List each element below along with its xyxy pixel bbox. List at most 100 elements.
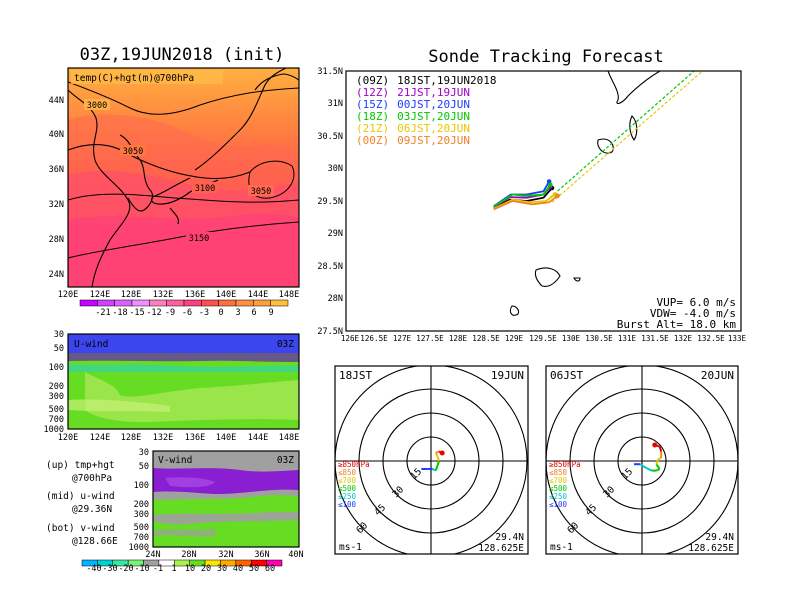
track-lon-tick: 130.5E — [585, 334, 613, 343]
hodo1-lon: 128.625E — [478, 543, 524, 554]
pressure-legend: ≥850hPa ≤850 ≤700 ≤500 ≤250 ≤100 — [338, 460, 370, 509]
track-lon-tick: 129.5E — [529, 334, 557, 343]
wind-cbar-label: -40 — [86, 564, 101, 574]
track-legend: (09Z) 18JST,19JUN2018 (12Z) 21JST,19JUN (1… — [356, 74, 496, 147]
track-lon-tick: 133E — [728, 334, 747, 343]
wind-cbar-label: 50 — [249, 564, 259, 574]
note-mid: (mid) u-wind — [46, 491, 115, 502]
track-series-line — [493, 184, 552, 208]
hodo2-left-label: 06JST — [550, 369, 583, 382]
track-lat-tick: 27.5N — [317, 327, 343, 337]
track-lon-tick: 132E — [674, 334, 693, 343]
hodograph-18jst: 18JST 19JUN 15 30 45 60 ≥850hPa ≤850 ≤70… — [334, 365, 529, 555]
v-wind-panel: V-wind 03Z 30 50 100 200 300 500 700 100… — [129, 448, 304, 560]
balloon-drift-line — [545, 71, 696, 202]
temp-colorbar — [79, 299, 289, 307]
track-endpoint — [547, 182, 553, 188]
note-mid-lat: @29.36N — [72, 504, 112, 515]
hodograph-segment — [655, 459, 659, 465]
hodo2-lat: 29.4N — [705, 532, 734, 543]
temp-colorbar-swatch — [149, 299, 167, 307]
hodo1-unit: ms-1 — [339, 542, 362, 553]
wind-cbar-label: -10 — [134, 564, 149, 574]
track-lon-ticks: 126E 126.5E 127E 127.5E 128E 128.5E 129E… — [341, 334, 747, 343]
init-title: 03Z,19JUN2018 (init) — [80, 45, 285, 65]
wind-cbar-label: -1 — [153, 564, 163, 574]
legend-text: 03JST,20JUN — [397, 110, 470, 123]
lon-tick-140e: 140E — [216, 290, 236, 300]
wind-cbar-label: 20 — [201, 564, 211, 574]
hodograph-segment — [658, 446, 663, 452]
track-lat-tick: 28.5N — [317, 262, 343, 272]
svg-text:(18Z)03JST,20JUN: (18Z) 03JST,20JUN — [356, 110, 470, 123]
plegend-850up: ≥850hPa — [338, 460, 370, 469]
p-tick-500: 500 — [49, 405, 64, 415]
track-lon-tick: 131.5E — [641, 334, 669, 343]
param-burst: Burst Alt= 18.0 km — [617, 318, 737, 331]
param-vdw: VDW= -4.0 m/s — [650, 307, 736, 320]
height-contours — [68, 81, 299, 259]
temp-map: 3000 3050 3050 3100 3150 temp(C)+hgt(m)@… — [49, 67, 300, 300]
hodograph-segment — [436, 460, 440, 467]
hodograph-top-point — [439, 450, 445, 456]
v-wind-time: 03Z — [277, 455, 294, 466]
p-tick-50: 50 — [54, 344, 64, 354]
v-p-tick: 200 — [134, 500, 149, 510]
lon-tick-132e: 132E — [153, 290, 173, 300]
temp-colorbar-swatch — [114, 299, 133, 307]
legend-code: (18Z) — [356, 110, 389, 123]
track-lat-tick: 30.5N — [317, 132, 343, 142]
hodograph-segment — [644, 466, 653, 472]
temp-patches — [68, 114, 299, 287]
u-lon-tick: 140E — [216, 433, 236, 443]
temp-colorbar-swatch — [201, 299, 219, 307]
track-lat-tick: 30N — [328, 164, 343, 174]
hodo2-right-label: 20JUN — [701, 369, 734, 382]
temp-colorbar-swatch — [131, 299, 150, 307]
plegend-700: ≤700 — [338, 476, 357, 485]
tracking-title: Sonde Tracking Forecast — [428, 47, 663, 67]
plegend-500: ≤500 — [338, 484, 357, 493]
v-p-tick: 1000 — [129, 543, 149, 553]
temp-cbar-label: -3 — [199, 308, 209, 318]
contour-label-3050b: 3050 — [251, 187, 271, 197]
svg-text:(00Z)09JST,20JUN: (00Z) 09JST,20JUN — [356, 134, 470, 147]
lon-tick-148e: 148E — [279, 290, 299, 300]
legend-text: 18JST,19JUN2018 — [397, 74, 496, 87]
svg-text:(09Z)18JST,19JUN2018: (09Z) 18JST,19JUN2018 — [356, 74, 496, 87]
v-p-tick: 300 — [134, 510, 149, 520]
plegend-250: ≤250 — [338, 492, 357, 501]
plegend-100: ≤100 — [549, 500, 568, 509]
legend-text: 06JST,20JUN — [397, 122, 470, 135]
v-wind-label: V-wind — [158, 455, 192, 466]
notes: (up) tmp+hgt @700hPa (mid) u-wind @29.36… — [46, 460, 118, 547]
plegend-850up: ≥850hPa — [549, 460, 581, 469]
v-p-tick: 30 — [139, 448, 149, 458]
v-lat-tick: 28N — [181, 550, 196, 560]
contour-label-3050a: 3050 — [123, 147, 143, 157]
hodo2-lon: 128.625E — [688, 543, 734, 554]
u-lon-tick: 136E — [185, 433, 205, 443]
legend-code: (15Z) — [356, 98, 389, 111]
lat-tick-32n: 32N — [49, 200, 64, 210]
temp-colorbar-swatch — [79, 299, 98, 307]
plegend-500: ≤500 — [549, 484, 568, 493]
track-lat-tick: 31.5N — [317, 67, 343, 77]
track-lat-tick: 29N — [328, 229, 343, 239]
lon-tick-128e: 128E — [121, 290, 141, 300]
temp-lat-ticks: 44N 40N 36N 32N 28N 24N — [49, 96, 64, 280]
wind-cbar-label: 10 — [185, 564, 195, 574]
u-lon-tick: 120E — [58, 433, 78, 443]
hodo1-lat: 29.4N — [495, 532, 524, 543]
p-tick-300: 300 — [49, 392, 64, 402]
param-vup: VUP= 6.0 m/s — [657, 296, 736, 309]
track-lon-tick: 126E — [341, 334, 360, 343]
temp-colorbar-swatch — [166, 299, 185, 307]
temp-colorbar-swatch — [218, 299, 237, 307]
v-p-tick: 100 — [134, 481, 149, 491]
wind-cbar-label: -30 — [102, 564, 117, 574]
hodograph-18jst-points — [421, 450, 445, 472]
wind-colorbar-labels: -40 -30 -20 -10 -1 1 10 20 30 40 50 60 — [86, 564, 275, 574]
p-tick-30: 30 — [54, 330, 64, 340]
hodograph-06jst-points — [634, 442, 663, 472]
